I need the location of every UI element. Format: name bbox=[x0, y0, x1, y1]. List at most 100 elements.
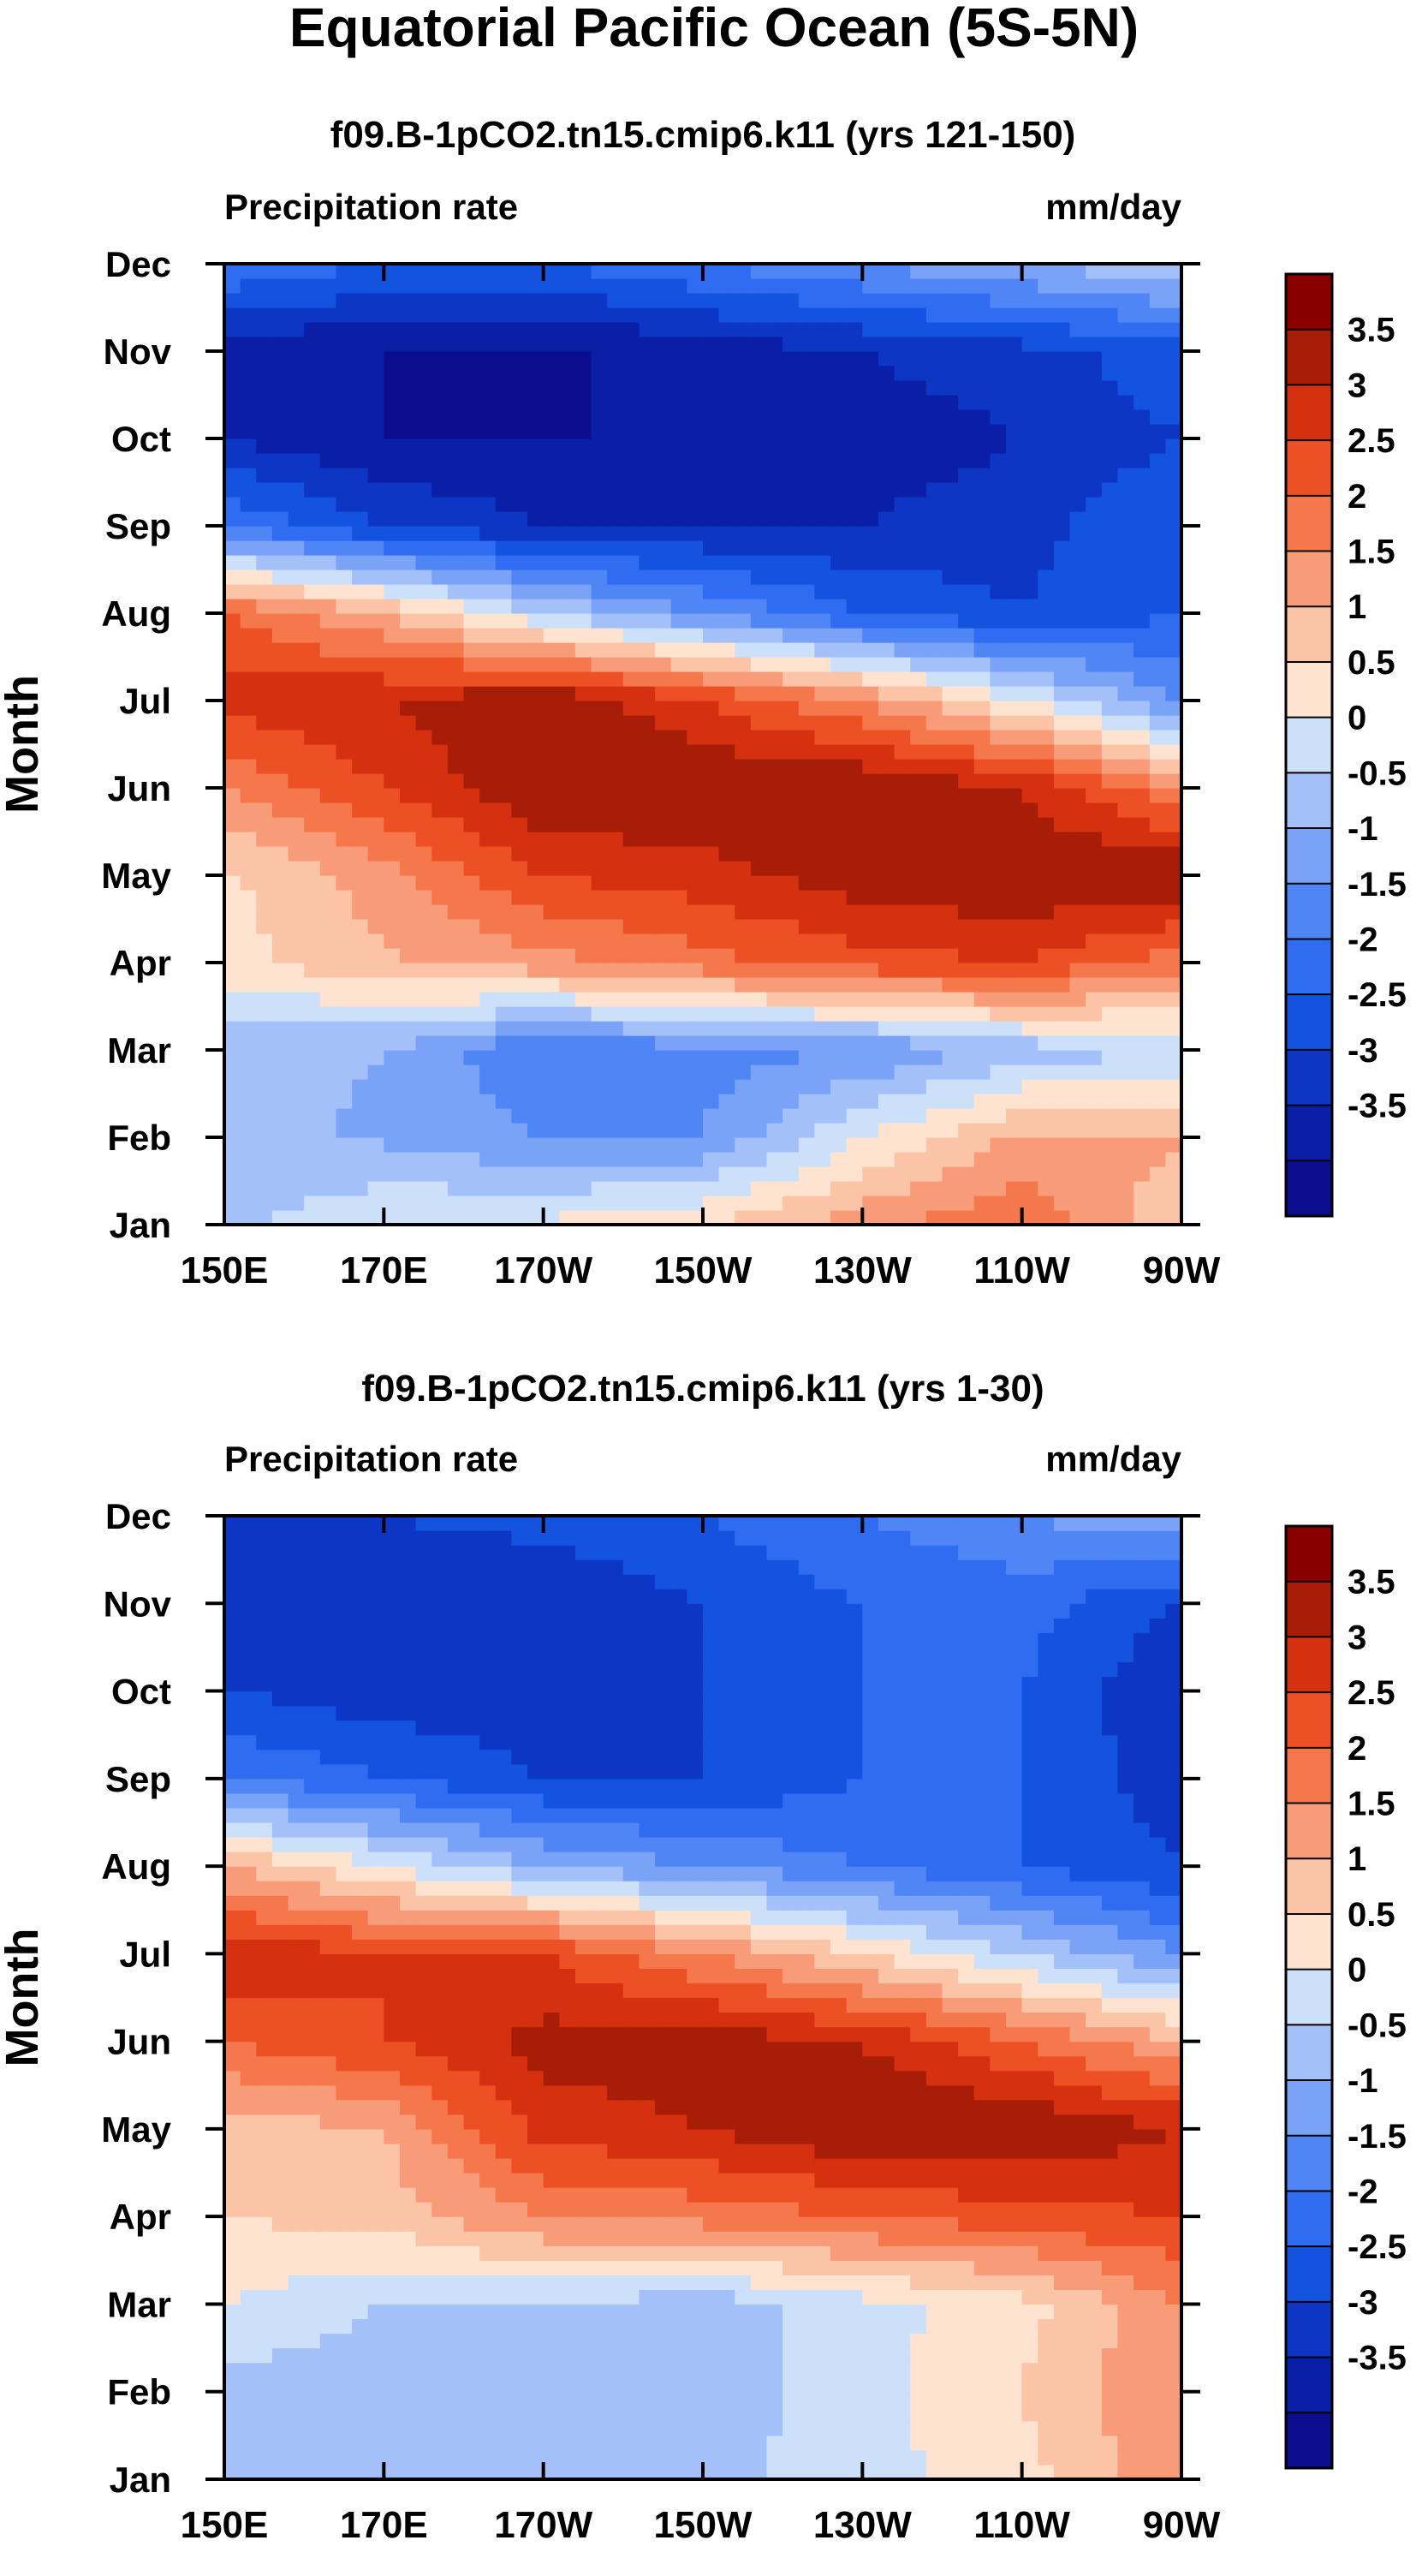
heatmap-cell bbox=[718, 2318, 735, 2334]
heatmap-cell bbox=[591, 2362, 608, 2378]
heatmap-cell bbox=[1101, 904, 1119, 920]
heatmap-cell bbox=[846, 1166, 863, 1182]
heatmap-cell bbox=[750, 701, 768, 716]
heatmap-cell bbox=[384, 337, 401, 352]
heatmap-cell bbox=[766, 948, 783, 963]
heatmap-cell bbox=[256, 424, 273, 439]
heatmap-cell bbox=[271, 569, 289, 585]
heatmap-cell bbox=[750, 1210, 768, 1225]
heatmap-cell bbox=[352, 278, 369, 294]
heatmap-cell bbox=[703, 482, 720, 498]
heatmap-cell bbox=[622, 2260, 640, 2275]
heatmap-cell bbox=[1053, 1079, 1071, 1094]
heatmap-cell bbox=[288, 686, 305, 701]
heatmap-cell bbox=[384, 1152, 401, 1167]
heatmap-cell bbox=[256, 307, 273, 323]
heatmap-cell bbox=[463, 380, 480, 396]
heatmap-cell bbox=[750, 2289, 768, 2305]
heatmap-cell bbox=[735, 569, 752, 585]
heatmap-cell bbox=[352, 540, 369, 556]
heatmap-cell bbox=[1117, 730, 1134, 745]
heatmap-cell bbox=[862, 293, 879, 308]
heatmap-cell bbox=[607, 701, 624, 716]
heatmap-cell bbox=[878, 759, 895, 774]
heatmap-cell bbox=[973, 569, 991, 585]
heatmap-cell bbox=[1069, 2435, 1086, 2451]
heatmap-cell bbox=[782, 468, 800, 483]
heatmap-cell bbox=[973, 424, 991, 439]
heatmap-cell bbox=[1149, 1166, 1166, 1182]
heatmap-cell bbox=[1053, 2435, 1071, 2451]
heatmap-cell bbox=[1021, 890, 1038, 905]
heatmap-cell bbox=[447, 1166, 465, 1182]
heatmap-cell bbox=[910, 366, 927, 381]
heatmap-cell bbox=[1149, 1152, 1166, 1167]
heatmap-cell bbox=[574, 977, 592, 993]
heatmap-cell bbox=[495, 832, 512, 847]
heatmap-cell bbox=[1101, 555, 1119, 570]
heatmap-cell bbox=[910, 686, 927, 701]
heatmap-cell bbox=[846, 2362, 863, 2378]
heatmap-cell bbox=[495, 671, 512, 687]
heatmap-cell bbox=[782, 2362, 800, 2378]
heatmap-cell bbox=[1133, 2318, 1151, 2334]
heatmap-cell bbox=[1086, 1108, 1103, 1124]
heatmap-cell bbox=[990, 497, 1007, 512]
heatmap-cell bbox=[1117, 1108, 1134, 1124]
heatmap-cell bbox=[655, 730, 672, 745]
heatmap-cell bbox=[766, 2376, 783, 2393]
heatmap-cell bbox=[271, 2275, 289, 2291]
heatmap-cell bbox=[384, 628, 401, 643]
heatmap-cell bbox=[878, 366, 895, 381]
heatmap-cell bbox=[559, 1006, 576, 1022]
heatmap-cell bbox=[1117, 1137, 1134, 1153]
heatmap-cell bbox=[479, 875, 497, 891]
heatmap-cell bbox=[925, 2406, 943, 2422]
heatmap-cell bbox=[1021, 730, 1038, 745]
heatmap-cell bbox=[463, 1123, 480, 1138]
heatmap-cell bbox=[735, 817, 752, 832]
heatmap-cell bbox=[224, 2420, 241, 2436]
heatmap-cell bbox=[447, 977, 465, 993]
heatmap-cell bbox=[846, 933, 863, 949]
heatmap-cell bbox=[336, 890, 353, 905]
heatmap-cell bbox=[782, 1166, 800, 1182]
heatmap-cell bbox=[352, 1108, 369, 1124]
heatmap-cell bbox=[750, 599, 768, 614]
heatmap-cell bbox=[862, 599, 879, 614]
heatmap-cell bbox=[958, 264, 975, 279]
heatmap-cell bbox=[1086, 264, 1103, 279]
heatmap-cell bbox=[766, 2406, 783, 2422]
heatmap-cell bbox=[240, 438, 257, 454]
heatmap-cell bbox=[399, 2362, 417, 2378]
heatmap-cell bbox=[447, 1123, 465, 1138]
heatmap-cell bbox=[399, 599, 417, 614]
heatmap-cell bbox=[1053, 1196, 1071, 1211]
heatmap-cell bbox=[256, 963, 273, 978]
heatmap-cell bbox=[527, 482, 544, 498]
heatmap-cell bbox=[655, 759, 672, 774]
heatmap-cell bbox=[463, 2406, 480, 2422]
heatmap-cell bbox=[670, 293, 687, 308]
heatmap-cell bbox=[814, 2376, 831, 2393]
heatmap-cell bbox=[591, 366, 608, 381]
heatmap-cell bbox=[622, 1079, 640, 1094]
heatmap-cell bbox=[495, 2449, 512, 2466]
heatmap-cell bbox=[240, 977, 257, 993]
heatmap-cell bbox=[766, 715, 783, 730]
heatmap-cell bbox=[958, 599, 975, 614]
heatmap-cell bbox=[1021, 977, 1038, 993]
heatmap-cell bbox=[878, 526, 895, 541]
heatmap-cell bbox=[798, 366, 816, 381]
heatmap-cell bbox=[1133, 759, 1151, 774]
heatmap-cell bbox=[1086, 963, 1103, 978]
heatmap-cell bbox=[1165, 2449, 1181, 2466]
heatmap-cell bbox=[958, 569, 975, 585]
heatmap-cell bbox=[1053, 2289, 1071, 2305]
heatmap-cell bbox=[1086, 482, 1103, 498]
heatmap-cell bbox=[1133, 1094, 1151, 1109]
heatmap-cell bbox=[495, 1006, 512, 1022]
heatmap-cell bbox=[527, 2391, 544, 2407]
heatmap-cell bbox=[750, 395, 768, 410]
heatmap-cell bbox=[703, 744, 720, 760]
